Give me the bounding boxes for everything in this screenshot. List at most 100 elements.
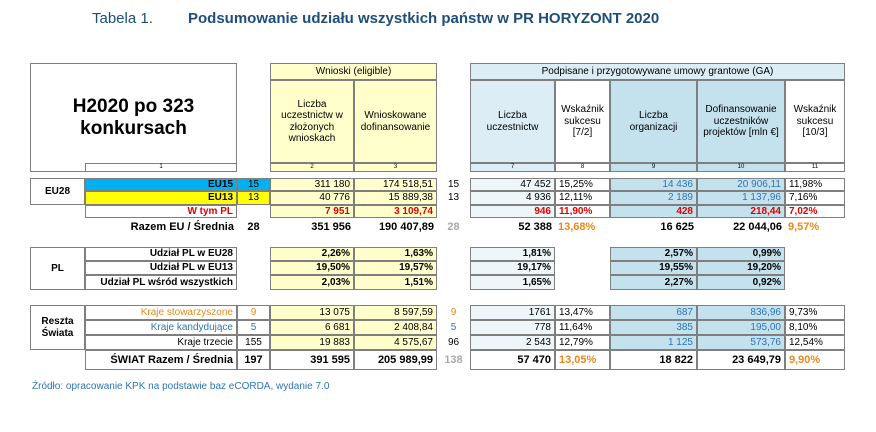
column-header: Liczba organizacji — [610, 80, 697, 163]
table-cell: 28 — [247, 221, 260, 234]
table-cell: 16 625 — [660, 221, 694, 234]
table-cell: 2 543 — [470, 335, 555, 350]
source-note: Źródło: opracowanie KPK na podstawie baz… — [32, 381, 330, 392]
table-cell: 7,16% — [785, 191, 845, 205]
table-cell: 218,44 — [697, 205, 785, 218]
table-cell: 2,27% — [610, 275, 697, 290]
table-cell: 155 — [237, 335, 270, 350]
table-cell: 13 — [447, 192, 460, 204]
table-cell: 5 — [450, 321, 457, 333]
table-cell: 7,02% — [785, 205, 845, 218]
table-title: Podsumowanie udziału wszystkich państw w… — [188, 10, 660, 27]
row-label: EU15 — [85, 178, 237, 191]
table-cell: 138 — [444, 353, 463, 366]
table-cell: 12,54% — [785, 335, 845, 350]
row-label: Udział PL wśród wszystkich — [85, 275, 237, 290]
table-cell: 946 — [470, 205, 555, 218]
table-cell: 19 883 — [270, 335, 354, 350]
table-cell: 12,79% — [555, 335, 610, 350]
table-cell: 13 075 — [270, 305, 354, 320]
table-cell: 13,68% — [558, 221, 596, 234]
table-cell: 15 889,38 — [354, 191, 437, 205]
table-cell: 15,25% — [555, 178, 610, 191]
corner-cell: H2020 po 323 konkursach — [30, 63, 237, 172]
column-header: Wskaźnik sukcesu [10/3] — [785, 80, 845, 163]
table-cell: 9,90% — [785, 350, 845, 370]
table-cell: 15 — [237, 178, 270, 191]
table-cell: 428 — [610, 205, 697, 218]
table-cell: 11,64% — [555, 320, 610, 335]
table-cell: 18 822 — [610, 350, 697, 370]
table-cell: 3 109,74 — [354, 205, 437, 218]
table-cell: 2,26% — [270, 247, 354, 261]
table-cell: 20 906,11 — [697, 178, 785, 191]
table-cell: 195,00 — [697, 320, 785, 335]
row-label: W tym PL — [85, 205, 237, 218]
table-cell: 197 — [237, 350, 270, 370]
table-cell: 1,63% — [354, 247, 437, 261]
column-number: 1 — [85, 163, 237, 172]
group-label: PL — [30, 247, 85, 290]
column-header: Wskaźnik sukcesu [7/2] — [555, 80, 610, 163]
column-header: Dofinansowanie uczestników projektów [ml… — [697, 80, 785, 163]
table-cell: 1,65% — [470, 275, 555, 290]
column-number: 2 — [270, 163, 354, 172]
column-header: Liczba uczestnictw — [470, 80, 555, 163]
row-label: Udział PL w EU28 — [85, 247, 237, 261]
group-label: EU28 — [30, 178, 85, 205]
table-cell: 11,90% — [555, 205, 610, 218]
table-cell: 9,57% — [788, 221, 820, 234]
row-label: Kraje stowarzyszone — [85, 305, 237, 320]
group-label: Reszta Świata — [30, 305, 85, 350]
table-cell: 52 388 — [518, 221, 552, 234]
table-cell: 1 125 — [610, 335, 697, 350]
table-cell: 2,03% — [270, 275, 354, 290]
column-number: 7 — [470, 163, 555, 172]
table-cell: 190 407,89 — [378, 221, 434, 234]
table-cell: 4 575,67 — [354, 335, 437, 350]
table-cell: 1,81% — [470, 247, 555, 261]
table-cell: 836,96 — [697, 305, 785, 320]
table-cell: 7 951 — [270, 205, 354, 218]
table-cell: 8,10% — [785, 320, 845, 335]
row-label: Kraje kandydujące — [85, 320, 237, 335]
table-cell: 205 989,99 — [354, 350, 437, 370]
table-cell: 22 044,06 — [733, 221, 782, 234]
table-cell: 1761 — [470, 305, 555, 320]
column-number: 11 — [785, 163, 845, 172]
table-cell: 0,92% — [697, 275, 785, 290]
table-cell: 174 518,51 — [354, 178, 437, 191]
table-cell: 2,57% — [610, 247, 697, 261]
table-cell: 391 595 — [270, 350, 354, 370]
table-cell: 385 — [610, 320, 697, 335]
column-header: Wnioskowane dofinansowanie — [354, 80, 437, 163]
table-cell: 9 — [450, 306, 457, 318]
table-cell: 96 — [447, 336, 460, 348]
column-number: 3 — [354, 163, 437, 172]
column-number: 10 — [697, 163, 785, 172]
table-cell: 0,99% — [697, 247, 785, 261]
table-cell: 15 — [447, 178, 460, 190]
table-cell: 11,98% — [785, 178, 845, 191]
table-cell: 4 936 — [470, 191, 555, 205]
row-label: Udział PL w EU13 — [85, 261, 237, 275]
table-cell: 47 452 — [470, 178, 555, 191]
table-cell: 5 — [237, 320, 270, 335]
group-header: Podpisane i przygotowywane umowy grantow… — [470, 63, 845, 80]
table-cell: 9,73% — [785, 305, 845, 320]
table-cell: 13,47% — [555, 305, 610, 320]
column-header: Liczba uczestnictw w złożonych wnioskach — [270, 80, 354, 163]
row-label: Razem EU / Średnia — [130, 221, 234, 234]
table-cell: 8 597,59 — [354, 305, 437, 320]
row-label: ŚWIAT Razem / Średnia — [85, 350, 237, 370]
table-cell: 28 — [447, 221, 460, 234]
table-cell: 40 776 — [270, 191, 354, 205]
table-cell: 19,20% — [697, 261, 785, 275]
table-cell: 13,05% — [555, 350, 610, 370]
table-cell: 14 436 — [610, 178, 697, 191]
table-cell: 6 681 — [270, 320, 354, 335]
table-cell: 23 649,79 — [697, 350, 785, 370]
table-label: Tabela 1. — [92, 10, 153, 27]
table-cell: 778 — [470, 320, 555, 335]
